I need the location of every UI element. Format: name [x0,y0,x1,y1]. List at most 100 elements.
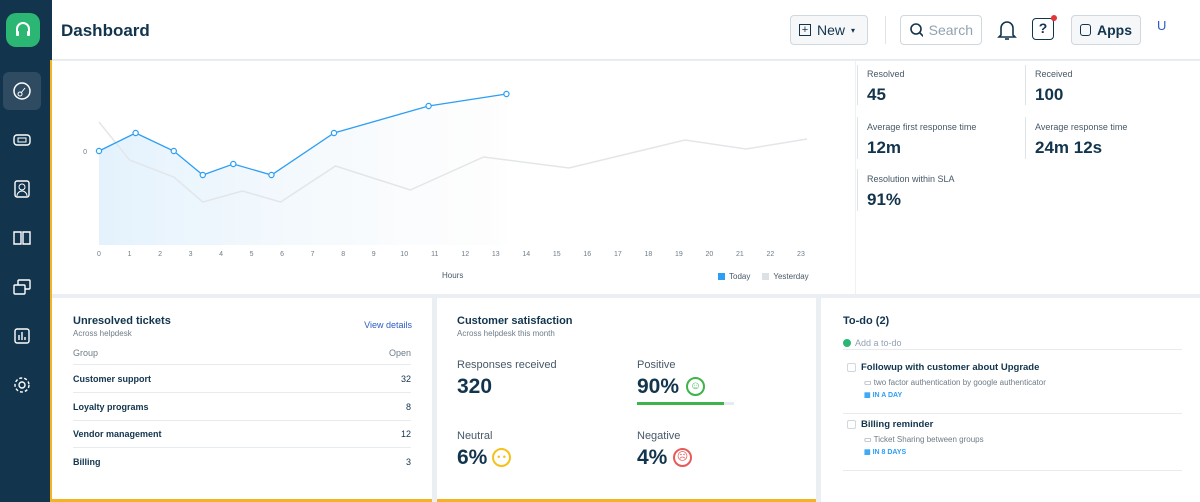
row-open: 3 [405,457,411,467]
x-tick-label: 21 [736,251,744,258]
ticket-icon: ▭ [864,435,874,444]
search-button[interactable]: Search [900,15,982,45]
todo-title-text: Followup with customer about Upgrade [861,362,1040,373]
positive-label: Positive [637,359,676,371]
apps-button[interactable]: Apps [1071,15,1141,45]
x-tick-label: 18 [644,251,652,258]
page-title: Dashboard [61,21,150,40]
stat-sla-label: Resolution within SLA [867,174,955,184]
x-tick-label: 19 [675,251,683,258]
x-tick-label: 15 [553,251,561,258]
unresolved-tickets-panel: Unresolved tickets Across helpdesk View … [52,298,432,502]
row-group: Loyalty programs [73,401,149,412]
sidebar-item-contacts[interactable] [3,170,41,208]
today-point [95,147,103,155]
todo-checkbox[interactable] [847,420,856,429]
table-row[interactable]: Billing 3 [73,448,411,476]
apps-label: Apps [1097,22,1132,38]
add-todo-input[interactable]: Add a to-do [843,336,1182,350]
todo-panel: To-do (2) Add a to-do Followup with cust… [821,298,1200,502]
stat-avg-response-value: 24m 12s [1035,138,1103,157]
todo-due: ▦ IN 8 DAYS [864,448,906,456]
happy-face-icon: ☺ [686,377,705,396]
help-icon[interactable]: ? [1032,15,1057,40]
x-tick-label: 14 [522,251,530,258]
x-tick-label: 11 [431,251,438,258]
csat-subtitle: Across helpdesk this month [457,329,555,338]
x-axis-label: Hours [442,271,464,280]
bell-icon[interactable] [997,19,1017,41]
row-group: Customer support [73,373,152,384]
sidebar-item-dashboard[interactable] [3,72,41,110]
stat-sla-value: 91% [867,190,902,209]
sidebar-item-reports[interactable] [3,317,41,355]
add-todo-placeholder: Add a to-do [855,337,902,348]
header: Dashboard + New ▾ Search ? Apps U [52,0,1200,60]
todo-ticket-text: Ticket Sharing between groups [873,435,984,444]
new-button[interactable]: + New ▾ [790,15,868,45]
today-point [503,90,510,98]
logo-headset-icon[interactable] [6,13,40,47]
sidebar-item-solutions[interactable] [3,219,41,257]
accent-bar [50,60,52,502]
calendar-icon: ▦ [864,392,873,399]
todo-checkbox[interactable] [847,363,856,372]
todo-item[interactable]: Followup with customer about Upgrade ▭ t… [843,358,1182,414]
today-area [99,94,507,245]
row-group: Vendor management [73,428,162,439]
x-tick-label: 13 [492,251,500,258]
reports-icon [14,328,30,344]
view-details-link[interactable]: View details [364,320,412,330]
neutral-face-icon: • • [492,448,511,467]
responses-label: Responses received [457,359,557,371]
sidebar [0,0,52,502]
table-header: Group Open [73,341,411,365]
todo-item[interactable]: Billing reminder ▭ Ticket Sharing betwee… [843,415,1182,471]
chat-icon [13,279,31,295]
plus-square-icon: + [799,24,811,36]
today-point [268,171,275,179]
contact-icon [14,180,30,198]
table-row[interactable]: Vendor management 12 [73,420,411,448]
table-row[interactable]: Loyalty programs 8 [73,393,411,421]
today-point [425,102,432,110]
legend-today-swatch [718,273,725,280]
x-tick-label: 4 [219,251,223,258]
todo-due-text: IN 8 DAYS [872,449,907,456]
row-open: 12 [400,428,411,439]
ticket-icon: ▭ [864,378,874,387]
yesterday-line [98,121,808,203]
customer-satisfaction-panel: Customer satisfaction Across helpdesk th… [437,298,816,502]
neutral-value: 6% [457,446,488,469]
x-tick-label: 6 [280,251,284,258]
sidebar-item-tickets[interactable] [3,121,41,159]
x-tick-label: 17 [614,251,622,258]
stat-received-value: 100 [1035,85,1064,104]
stat-resolved-label: Resolved [867,69,905,79]
todo-due: ▦ IN A DAY [864,391,902,399]
x-tick-label: 8 [341,251,345,258]
overview-panel: 0 1 2 3 4 5 6 7 8 9 10 11 12 13 14 15 16 17 18 19 20 21 22 23 0 … [52,61,1200,294]
gear-icon [14,377,30,393]
sidebar-item-admin[interactable] [3,366,41,404]
sidebar-item-forums[interactable] [3,268,41,306]
search-placeholder: Search [928,22,973,38]
stat-first-response-value: 12m [867,138,902,157]
table-row[interactable]: Customer support 32 [73,365,411,393]
today-point [230,160,237,168]
stat-resolved-value: 45 [867,85,886,104]
row-open: 32 [400,373,411,384]
apps-icon [1080,24,1091,36]
x-tick-label: 22 [767,251,775,258]
csat-title: Customer satisfaction [457,315,573,327]
x-tick-label: 10 [400,251,408,258]
divider [885,16,886,44]
x-tick-label: 7 [311,251,315,258]
search-icon [910,23,923,37]
today-point [170,147,177,155]
x-tick-label: 9 [372,251,376,258]
add-circle-icon [843,338,851,347]
todo-title-text: Billing reminder [861,419,934,430]
avatar[interactable]: U [1157,18,1167,33]
divider [857,65,858,105]
